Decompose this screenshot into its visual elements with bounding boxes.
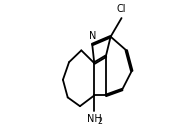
Text: N: N: [88, 31, 96, 40]
Text: Cl: Cl: [117, 4, 126, 14]
Text: 2: 2: [97, 117, 102, 126]
Text: NH: NH: [87, 114, 102, 124]
